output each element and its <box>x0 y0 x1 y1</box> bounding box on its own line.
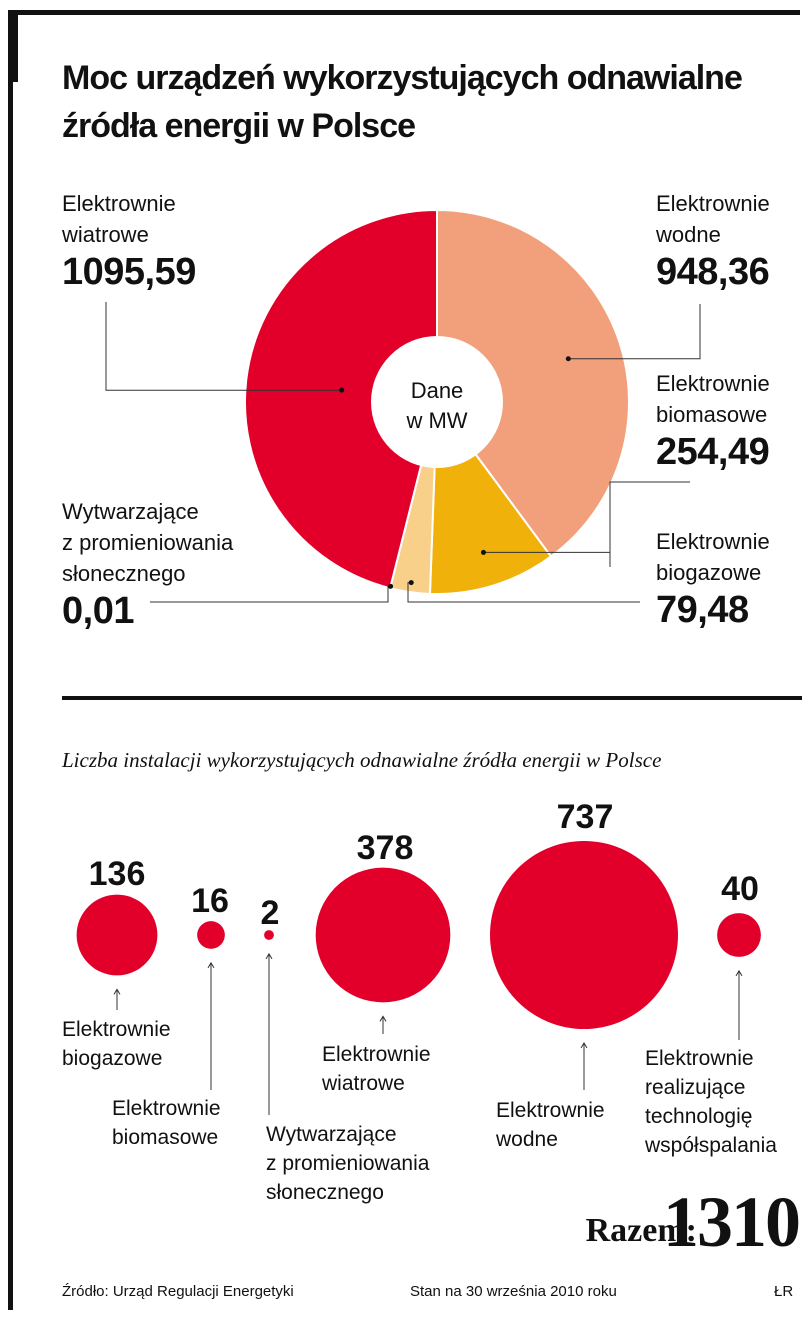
label-wind-power: Elektrownie wiatrowe 1095,59 <box>62 188 196 294</box>
bubble-label-biomass-line1: Elektrownie <box>112 1097 221 1120</box>
bubble-label-wind-line2: wiatrowe <box>322 1072 405 1095</box>
bubble-label-cofiring-line2: realizujące <box>645 1076 746 1099</box>
pie-chart: Dane w MW <box>105 208 701 603</box>
footer-source: Źródło: Urząd Regulacji Energetyki <box>62 1283 294 1300</box>
leader-line-biomass <box>483 481 690 567</box>
bubble-biogas <box>76 894 158 976</box>
bubble-label-solar-line1: Wytwarzające <box>266 1123 397 1146</box>
bubble-value-cofiring: 40 <box>721 870 759 908</box>
value-hydro-power: 948,36 <box>656 251 770 293</box>
bubble-arrow-hydro <box>580 1042 588 1049</box>
leader-dot-biomass <box>480 549 486 555</box>
frame-corner-block <box>8 10 18 82</box>
bubble-value-wind: 378 <box>356 829 414 867</box>
section-divider <box>62 696 802 700</box>
bubble-arrow-solar <box>265 952 273 960</box>
label-wind-line1: Elektrownie <box>62 191 176 216</box>
value-biogas-power: 79,48 <box>656 589 749 631</box>
frame-top-rule <box>8 10 800 15</box>
bubble-solar <box>264 930 274 940</box>
leader-line-wind <box>105 302 342 391</box>
title-line-1: Moc urządzeń wykorzystujących odnawialne <box>62 59 743 97</box>
center-label-line1: Dane <box>411 378 464 403</box>
label-hydro-power: Elektrownie wodne 948,36 <box>656 188 770 294</box>
bubble-label-hydro: Elektrownie wodne <box>496 1096 605 1154</box>
label-solar-line3: słonecznego <box>62 561 186 586</box>
center-label-line2: w MW <box>405 408 467 433</box>
bubble-label-cofiring-line1: Elektrownie <box>645 1047 754 1070</box>
footer-date: Stan na 30 września 2010 roku <box>410 1283 617 1300</box>
value-biomass-power: 254,49 <box>656 431 770 473</box>
bubble-label-wind-line1: Elektrownie <box>322 1043 431 1066</box>
leader-dot-hydro <box>565 356 571 362</box>
bubble-arrow-biomass <box>207 961 215 969</box>
bubble-label-solar-line3: słonecznego <box>266 1181 384 1204</box>
pie-slice-wind <box>244 208 438 590</box>
chart-title: Moc urządzeń wykorzystujących odnawialne… <box>62 54 802 150</box>
bubble-arrow-cofiring <box>735 969 743 977</box>
bubble-wind <box>315 867 451 1003</box>
label-biogas-line2: biogazowe <box>656 560 762 585</box>
bubble-value-biomass: 16 <box>191 882 229 920</box>
bubble-arrow-wind <box>379 1015 387 1022</box>
bubble-label-hydro-line2: wodne <box>496 1128 558 1151</box>
value-wind-power: 1095,59 <box>62 251 196 293</box>
bubble-label-biogas-line1: Elektrownie <box>62 1018 171 1041</box>
title-line-2: źródła energii w Polsce <box>62 107 416 145</box>
bubble-label-solar-line2: z promieniowania <box>266 1152 430 1175</box>
leader-line-hydro <box>568 304 701 360</box>
label-biogas-power: Elektrownie biogazowe 79,48 <box>656 526 770 632</box>
leader-dot-solar <box>388 583 394 589</box>
value-solar-power: 0,01 <box>62 590 134 632</box>
bubble-value-hydro: 737 <box>556 798 614 836</box>
bubble-value-solar: 2 <box>260 894 280 932</box>
label-biomass-power: Elektrownie biomasowe 254,49 <box>656 368 770 474</box>
bubble-label-biomass-line2: biomasowe <box>112 1126 219 1149</box>
label-biomass-line1: Elektrownie <box>656 371 770 396</box>
bubble-label-solar: Wytwarzające z promieniowania słoneczneg… <box>266 1120 429 1207</box>
pie-slice-hydro <box>436 208 630 558</box>
bubble-label-cofiring-line4: współspalania <box>645 1134 777 1157</box>
label-solar-line2: z promieniowania <box>62 530 234 555</box>
bubble-value-biogas: 136 <box>88 855 146 893</box>
label-solar-power: Wytwarzające z promieniowania słoneczneg… <box>62 496 233 633</box>
total-label: Razem: <box>585 1212 697 1249</box>
bubble-biomass <box>197 921 225 949</box>
footer-author: ŁR <box>774 1283 794 1300</box>
bubble-chart-title: Liczba instalacji wykorzystujących odnaw… <box>62 748 662 772</box>
frame-left-rule <box>8 10 13 1310</box>
label-biomass-line2: biomasowe <box>656 402 768 427</box>
label-biogas-line1: Elektrownie <box>656 529 770 554</box>
donut-hole <box>371 336 503 468</box>
bubble-label-biogas-line2: biogazowe <box>62 1047 163 1070</box>
leader-dot-wind <box>339 387 345 393</box>
leader-dot-biogas <box>408 580 414 586</box>
bubble-label-cofiring: Elektrownie realizujące technologię wspó… <box>645 1044 777 1160</box>
bubble-arrow-biogas <box>113 988 121 995</box>
bubble-label-cofiring-line3: technologię <box>645 1105 753 1128</box>
total-value: 1310 <box>663 1182 801 1262</box>
bubble-label-wind: Elektrownie wiatrowe <box>322 1040 431 1098</box>
bubble-label-hydro-line1: Elektrownie <box>496 1099 605 1122</box>
bubble-hydro <box>490 841 678 1029</box>
label-wind-line2: wiatrowe <box>62 222 149 247</box>
bubble-label-biomass: Elektrownie biomasowe <box>112 1094 221 1152</box>
label-hydro-line2: wodne <box>656 222 721 247</box>
label-hydro-line1: Elektrownie <box>656 191 770 216</box>
bubble-label-biogas: Elektrownie biogazowe <box>62 1015 171 1073</box>
label-solar-line1: Wytwarzające <box>62 499 199 524</box>
bubble-cofiring <box>717 913 761 957</box>
